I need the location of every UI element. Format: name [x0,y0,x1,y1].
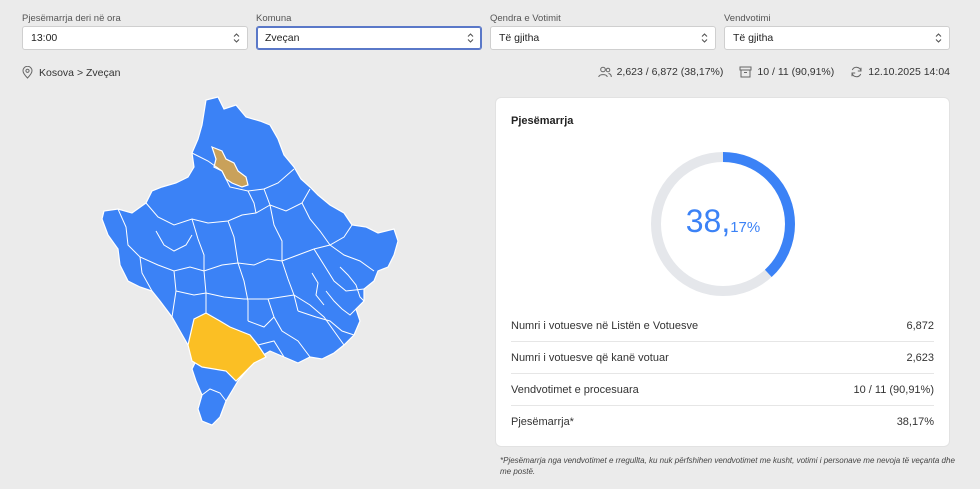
table-row: Numri i votuesve që kanë votuar 2,623 [511,342,934,374]
row-value: 10 / 11 (90,91%) [853,383,934,396]
station-select-value: Të gjitha [733,32,774,44]
municipality-select-value: Zveçan [265,32,300,44]
table-row: Numri i votuesve në Listën e Votuesve 6,… [511,310,934,342]
filter-station: Vendvotimi Të gjitha [724,12,950,50]
stats-table: Numri i votuesve në Listën e Votuesve 6,… [511,310,934,438]
time-select[interactable]: 13:00 [22,26,248,50]
card-title: Pjesëmarrja [511,115,574,127]
turnout-decimal: 17% [730,219,761,236]
filter-bar: Pjesëmarrja deri në ora 13:00 Komuna Zve… [22,12,950,52]
row-label: Vendvotimet e procesuara [511,383,639,396]
filter-municipality-label: Komuna [256,13,292,24]
info-bar: Kosova > Zveçan 2,623 / 6,872 (38,17%) 1… [22,66,950,82]
filter-center: Qendra e Votimit Të gjitha [490,12,716,50]
center-select-value: Të gjitha [499,32,540,44]
turnout-donut-chart [651,152,795,296]
stations-stat: 10 / 11 (90,91%) [739,66,834,78]
refresh-icon[interactable] [850,66,863,78]
select-arrows-icon [935,33,942,43]
municipality-borders [117,152,375,402]
station-select[interactable]: Të gjitha [724,26,950,50]
filter-time: Pjesëmarrja deri në ora 13:00 [22,12,248,50]
filter-municipality: Komuna Zveçan [256,12,482,50]
updated-stat-value: 12.10.2025 14:04 [868,66,950,78]
select-arrows-icon [701,33,708,43]
filter-center-label: Qendra e Votimit [490,13,561,24]
voters-stat-value: 2,623 / 6,872 (38,17%) [616,66,724,78]
turnout-percentage: 38,17% [647,201,799,248]
prizren-municipality[interactable] [187,312,267,382]
table-row: Pjesëmarrja* 38,17% [511,406,934,438]
zvecan-municipality[interactable] [211,145,249,188]
ballot-box-icon [739,66,752,78]
donut-progress-arc [651,152,795,296]
footnote: *Pjesëmarrja nga vendvotimet e rregullta… [500,456,955,476]
breadcrumb-text: Kosova > Zveçan [39,66,121,79]
turnout-int: 38, [685,203,731,239]
stations-stat-value: 10 / 11 (90,91%) [757,66,835,78]
location-pin-icon [22,66,33,79]
kosovo-outline[interactable] [101,96,399,426]
turnout-card: Pjesëmarrja 38,17% Numri i votuesve në L… [495,97,950,447]
filter-time-label: Pjesëmarrja deri në ora [22,13,121,24]
breadcrumb: Kosova > Zveçan [22,66,120,79]
updated-stat: 12.10.2025 14:04 [850,66,950,78]
select-arrows-icon [233,33,240,43]
row-value: 2,623 [906,351,934,364]
row-label: Numri i votuesve që kanë votuar [511,351,669,364]
center-select[interactable]: Të gjitha [490,26,716,50]
row-label: Numri i votuesve në Listën e Votuesve [511,319,699,332]
filter-station-label: Vendvotimi [724,13,771,24]
kosovo-map [101,96,399,426]
table-row: Vendvotimet e procesuara 10 / 11 (90,91%… [511,374,934,406]
row-label: Pjesëmarrja* [511,416,574,428]
row-value: 6,872 [906,319,934,332]
time-select-value: 13:00 [31,32,58,44]
select-arrows-icon [467,33,474,43]
stats-bar: 2,623 / 6,872 (38,17%) 10 / 11 (90,91%) … [582,66,950,78]
row-value: 38,17% [896,416,934,428]
municipality-shapes [101,96,399,426]
municipality-select[interactable]: Zveçan [256,26,482,50]
voters-stat: 2,623 / 6,872 (38,17%) [597,66,724,78]
users-icon [597,66,612,78]
